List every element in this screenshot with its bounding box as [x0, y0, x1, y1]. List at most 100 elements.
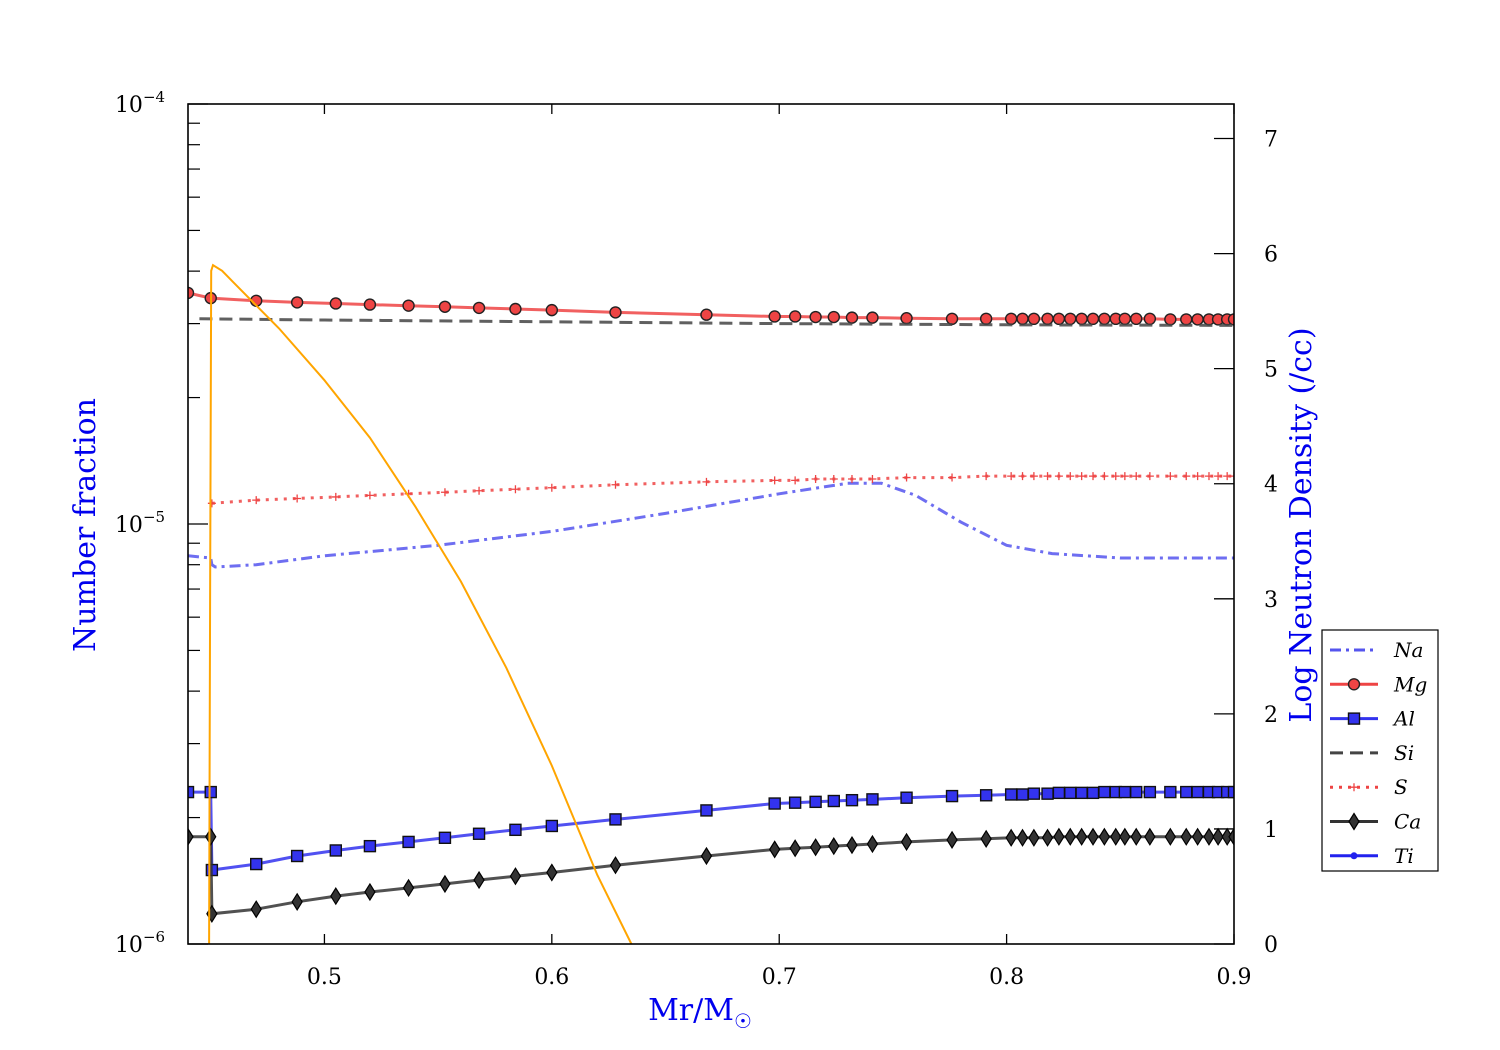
point-ca [1130, 827, 1142, 846]
point-ca [1110, 827, 1122, 846]
legend-marker-ti [1350, 852, 1358, 860]
point-al [438, 831, 452, 845]
x-tick-label: 0.7 [762, 965, 797, 990]
point-ca [1180, 827, 1192, 846]
point-s [811, 474, 820, 483]
point-al [1016, 788, 1029, 801]
point-ca [402, 878, 415, 898]
point-ca [828, 837, 840, 856]
point-mg [509, 302, 522, 316]
point-al [1098, 785, 1111, 799]
point-al [1180, 785, 1193, 799]
point-al [188, 785, 195, 799]
point-al [250, 857, 263, 871]
legend-label-si: Si [1394, 741, 1414, 765]
point-s [1077, 472, 1086, 481]
legend-label-mg: Mg [1393, 672, 1427, 696]
point-al [290, 849, 304, 863]
series-al [188, 785, 1234, 877]
point-al [329, 844, 343, 857]
point-mg [700, 308, 713, 321]
point-s [702, 477, 711, 486]
legend-entry-al: Al [1330, 707, 1415, 731]
point-ca [473, 870, 485, 890]
point-ca [609, 856, 622, 875]
y-right-tick-label: 7 [1264, 128, 1278, 153]
point-al [1027, 787, 1041, 800]
legend-marker-al [1347, 712, 1361, 725]
point-mg [788, 310, 802, 323]
point-s [1007, 472, 1016, 481]
legend: Na Mg Al Si S Ca Ti [1321, 629, 1439, 872]
point-s [611, 480, 620, 489]
point-al [809, 795, 822, 809]
point-s [1166, 472, 1175, 481]
point-mg [845, 311, 859, 324]
point-s [791, 476, 800, 485]
point-mg [900, 312, 913, 325]
point-mg [545, 303, 559, 317]
point-mg [1130, 312, 1143, 326]
point-mg [438, 300, 452, 313]
point-s [847, 474, 856, 483]
point-mg [945, 312, 959, 326]
point-ca [364, 882, 376, 902]
point-s [293, 494, 302, 503]
point-s [1214, 472, 1223, 481]
point-mg [1016, 312, 1029, 326]
point-s [511, 485, 520, 494]
point-ca [330, 887, 342, 906]
point-mg [866, 311, 879, 324]
y-right-tick-label: 0 [1264, 933, 1278, 958]
point-al [845, 793, 859, 807]
y-right-tick-label: 1 [1264, 818, 1278, 843]
point-ca [1064, 827, 1076, 846]
point-ca [900, 832, 913, 852]
point-al [1041, 787, 1054, 800]
point-ca [809, 838, 822, 857]
point-ca [1016, 828, 1029, 847]
legend-label-ti: Ti [1394, 844, 1414, 868]
legend-label-ca: Ca [1394, 810, 1421, 834]
y-right-tick-label: 5 [1264, 358, 1278, 383]
point-s [1132, 472, 1141, 481]
y-right-tick-label: 6 [1264, 243, 1278, 268]
x-tick-label: 0.9 [1217, 965, 1252, 990]
y-left-tick-label: 10−6 [115, 928, 165, 958]
point-al [768, 797, 781, 810]
point-s [1230, 472, 1234, 481]
y-left-tick-label: 10−4 [115, 88, 165, 118]
point-al [1164, 785, 1177, 799]
series-neutron-density [208, 263, 633, 944]
point-ca [768, 840, 781, 859]
point-mg [472, 301, 486, 315]
point-ca [1005, 828, 1017, 847]
point-mg [290, 296, 304, 309]
point-ca [866, 834, 879, 854]
point-mg [1098, 312, 1111, 326]
point-al [204, 785, 217, 799]
point-s [547, 483, 556, 492]
y-right-tick-label: 4 [1264, 473, 1278, 498]
point-mg [1041, 312, 1054, 326]
point-ca [1028, 828, 1040, 847]
point-al [866, 793, 879, 806]
point-al [402, 835, 415, 849]
point-mg [1004, 312, 1018, 326]
series-mg [188, 286, 1234, 326]
legend-label-na: Na [1393, 638, 1423, 662]
point-al [545, 819, 559, 833]
legend-entry-ca: Ca [1330, 810, 1421, 834]
point-ca [250, 900, 262, 919]
point-s [829, 474, 838, 483]
point-al [1086, 786, 1100, 800]
point-mg [1164, 313, 1177, 326]
line-s [211, 474, 1234, 505]
point-ca [1087, 827, 1099, 846]
point-s [1089, 472, 1098, 481]
legend-entry-si: Si [1330, 741, 1414, 765]
point-mg [768, 310, 781, 323]
series-si [199, 317, 1234, 327]
point-al [945, 789, 959, 803]
x-tick-label: 0.6 [534, 965, 569, 990]
